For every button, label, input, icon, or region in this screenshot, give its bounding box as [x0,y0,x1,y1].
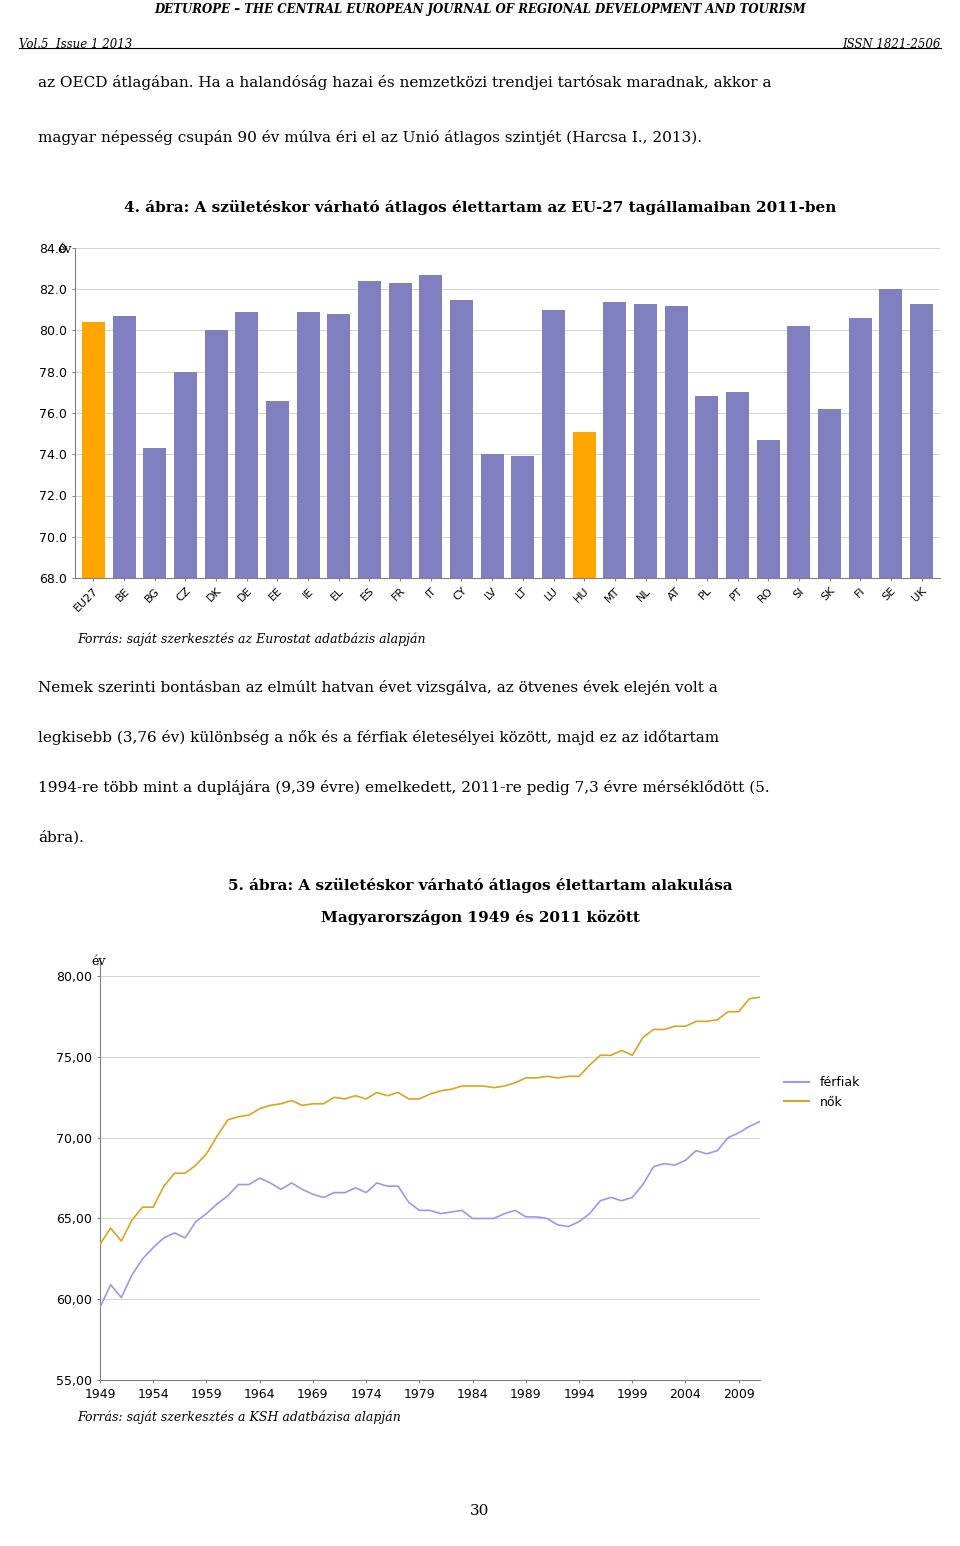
Bar [204,331,228,1546]
Bar [112,315,135,1546]
Bar [481,455,504,1546]
Bar [235,312,258,1546]
Bar [603,301,626,1546]
Text: év: év [91,955,106,968]
Bar [143,448,166,1546]
Bar [879,289,902,1546]
Bar [573,431,596,1546]
Text: ISSN 1821-2506: ISSN 1821-2506 [843,39,941,51]
Bar [420,275,443,1546]
Bar [450,300,473,1546]
Bar [818,408,841,1546]
Bar [297,312,320,1546]
Text: 1994-re több mint a duplájára (9,39 évre) emelkedett, 2011-re pedig 7,3 évre mér: 1994-re több mint a duplájára (9,39 évre… [38,781,770,795]
Text: év: év [58,243,72,257]
Text: 5. ábra: A születéskor várható átlagos élettartam alakulása: 5. ábra: A születéskor várható átlagos é… [228,878,732,894]
Text: DETUROPE – THE CENTRAL EUROPEAN JOURNAL OF REGIONAL DEVELOPMENT AND TOURISM: DETUROPE – THE CENTRAL EUROPEAN JOURNAL … [155,3,805,15]
Bar [664,306,687,1546]
Text: Nemek szerinti bontásban az elmúlt hatvan évet vizsgálva, az ötvenes évek elején: Nemek szerinti bontásban az elmúlt hatva… [38,680,718,696]
Bar [266,400,289,1546]
Bar [512,456,535,1546]
Text: 4. ábra: A születéskor várható átlagos élettartam az EU-27 tagállamaiban 2011-be: 4. ábra: A születéskor várható átlagos é… [124,199,836,215]
Text: Forrás: saját szerkesztés a KSH adatbázisa alapján: Forrás: saját szerkesztés a KSH adatbázi… [77,1410,400,1424]
Bar [389,283,412,1546]
Text: Forrás: saját szerkesztés az Eurostat adatbázis alapján: Forrás: saját szerkesztés az Eurostat ad… [77,632,425,646]
Text: legkisebb (3,76 év) különbség a nők és a férfiak életesélyei között, majd ez az : legkisebb (3,76 év) különbség a nők és a… [38,730,720,745]
Bar [358,281,381,1546]
Bar [327,314,350,1546]
Legend: férfiak, nők: férfiak, nők [780,1071,865,1113]
Bar [787,326,810,1546]
Text: 30: 30 [470,1504,490,1518]
Text: az OECD átlagában. Ha a halandóság hazai és nemzetközi trendjei tartósak maradna: az OECD átlagában. Ha a halandóság hazai… [38,76,772,90]
Bar [695,396,718,1546]
Bar [634,303,657,1546]
Bar [174,371,197,1546]
Bar [849,318,872,1546]
Bar [726,393,749,1546]
Text: ábra).: ábra). [38,830,84,844]
Text: Vol.5  Issue 1 2013: Vol.5 Issue 1 2013 [19,39,132,51]
Text: Magyarországon 1949 és 2011 között: Magyarországon 1949 és 2011 között [321,911,639,925]
Bar [756,439,780,1546]
Bar [542,309,565,1546]
Bar [82,322,105,1546]
Text: magyar népesség csupán 90 év múlva éri el az Unió átlagos szintjét (Harcsa I., 2: magyar népesség csupán 90 év múlva éri e… [38,130,703,145]
Bar [910,303,933,1546]
